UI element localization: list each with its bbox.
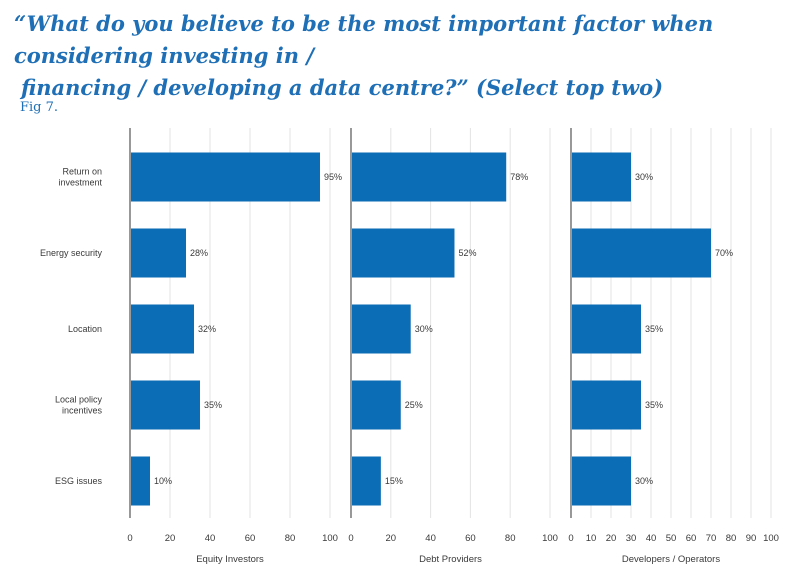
x-tick-label: 100	[763, 533, 779, 544]
panel-axis-label: Equity Investors	[196, 554, 264, 565]
value-label: 35%	[204, 400, 222, 410]
value-label: 35%	[645, 400, 663, 410]
x-tick-label: 10	[586, 533, 597, 544]
x-tick-label: 20	[165, 533, 176, 544]
bar	[131, 456, 150, 506]
bar	[572, 228, 711, 278]
x-tick-label: 0	[568, 533, 573, 544]
value-label: 30%	[635, 476, 653, 486]
category-label: ESG issues	[55, 476, 103, 486]
category-label: incentives	[62, 406, 103, 416]
x-tick-label: 0	[348, 533, 353, 544]
x-tick-label: 60	[245, 533, 256, 544]
category-label: Location	[68, 324, 102, 334]
x-tick-label: 80	[285, 533, 296, 544]
x-tick-label: 0	[127, 533, 132, 544]
x-tick-label: 100	[322, 533, 338, 544]
bar	[352, 380, 401, 430]
x-tick-label: 80	[505, 533, 516, 544]
x-tick-label: 40	[205, 533, 216, 544]
x-tick-label: 90	[746, 533, 757, 544]
x-tick-label: 40	[646, 533, 657, 544]
bar	[572, 456, 631, 506]
value-label: 78%	[510, 172, 528, 182]
bar	[572, 304, 641, 354]
category-label: investment	[58, 178, 102, 188]
bar	[352, 228, 455, 278]
category-label: Local policy	[55, 395, 103, 405]
bar	[131, 380, 200, 430]
panel-2: 78% 52% 30% 25% 15% 0 20 40 60 80 100 Debt Provider…	[348, 128, 558, 565]
bar	[352, 456, 381, 506]
panel-1: 95% 28% 32% 35% 10% 0 20 40 60 80 100 Equity Invest…	[127, 128, 342, 565]
value-label: 25%	[405, 400, 423, 410]
category-label: Energy security	[40, 248, 103, 258]
x-tick-label: 70	[706, 533, 717, 544]
x-tick-label: 30	[626, 533, 637, 544]
bar	[131, 152, 320, 202]
bar	[352, 152, 507, 202]
figure-label: Fig 7.	[20, 100, 59, 115]
panel-axis-label: Debt Providers	[419, 554, 482, 565]
x-tick-label: 60	[465, 533, 476, 544]
panel-3: 30% 70% 35% 35% 30% 0 10 20 30 40 50 60 70 80 90 100 Dev…	[568, 128, 779, 565]
x-tick-label: 50	[666, 533, 677, 544]
value-label: 15%	[385, 476, 403, 486]
value-label: 30%	[635, 172, 653, 182]
value-label: 10%	[154, 476, 172, 486]
x-tick-label: 20	[386, 533, 397, 544]
bar	[131, 304, 194, 354]
bar	[352, 304, 411, 354]
bar	[572, 380, 641, 430]
chart-title: “What do you believe to be the most impo…	[14, 8, 804, 104]
bar	[131, 228, 186, 278]
chart-title-line-1: “What do you believe to be the most impo…	[14, 11, 714, 68]
chart-title-line-2: financing / developing a data centre?” (…	[21, 75, 664, 100]
bar	[572, 152, 631, 202]
x-tick-label: 60	[686, 533, 697, 544]
category-label: Return on	[62, 167, 102, 177]
value-label: 32%	[198, 324, 216, 334]
x-tick-label: 20	[606, 533, 617, 544]
x-tick-label: 40	[425, 533, 436, 544]
value-label: 35%	[645, 324, 663, 334]
value-label: 95%	[324, 172, 342, 182]
x-tick-label: 100	[542, 533, 558, 544]
value-label: 28%	[190, 248, 208, 258]
value-label: 52%	[458, 248, 476, 258]
x-tick-label: 80	[726, 533, 737, 544]
value-label: 30%	[415, 324, 433, 334]
value-label: 70%	[715, 248, 733, 258]
panel-axis-label: Developers / Operators	[622, 554, 720, 565]
